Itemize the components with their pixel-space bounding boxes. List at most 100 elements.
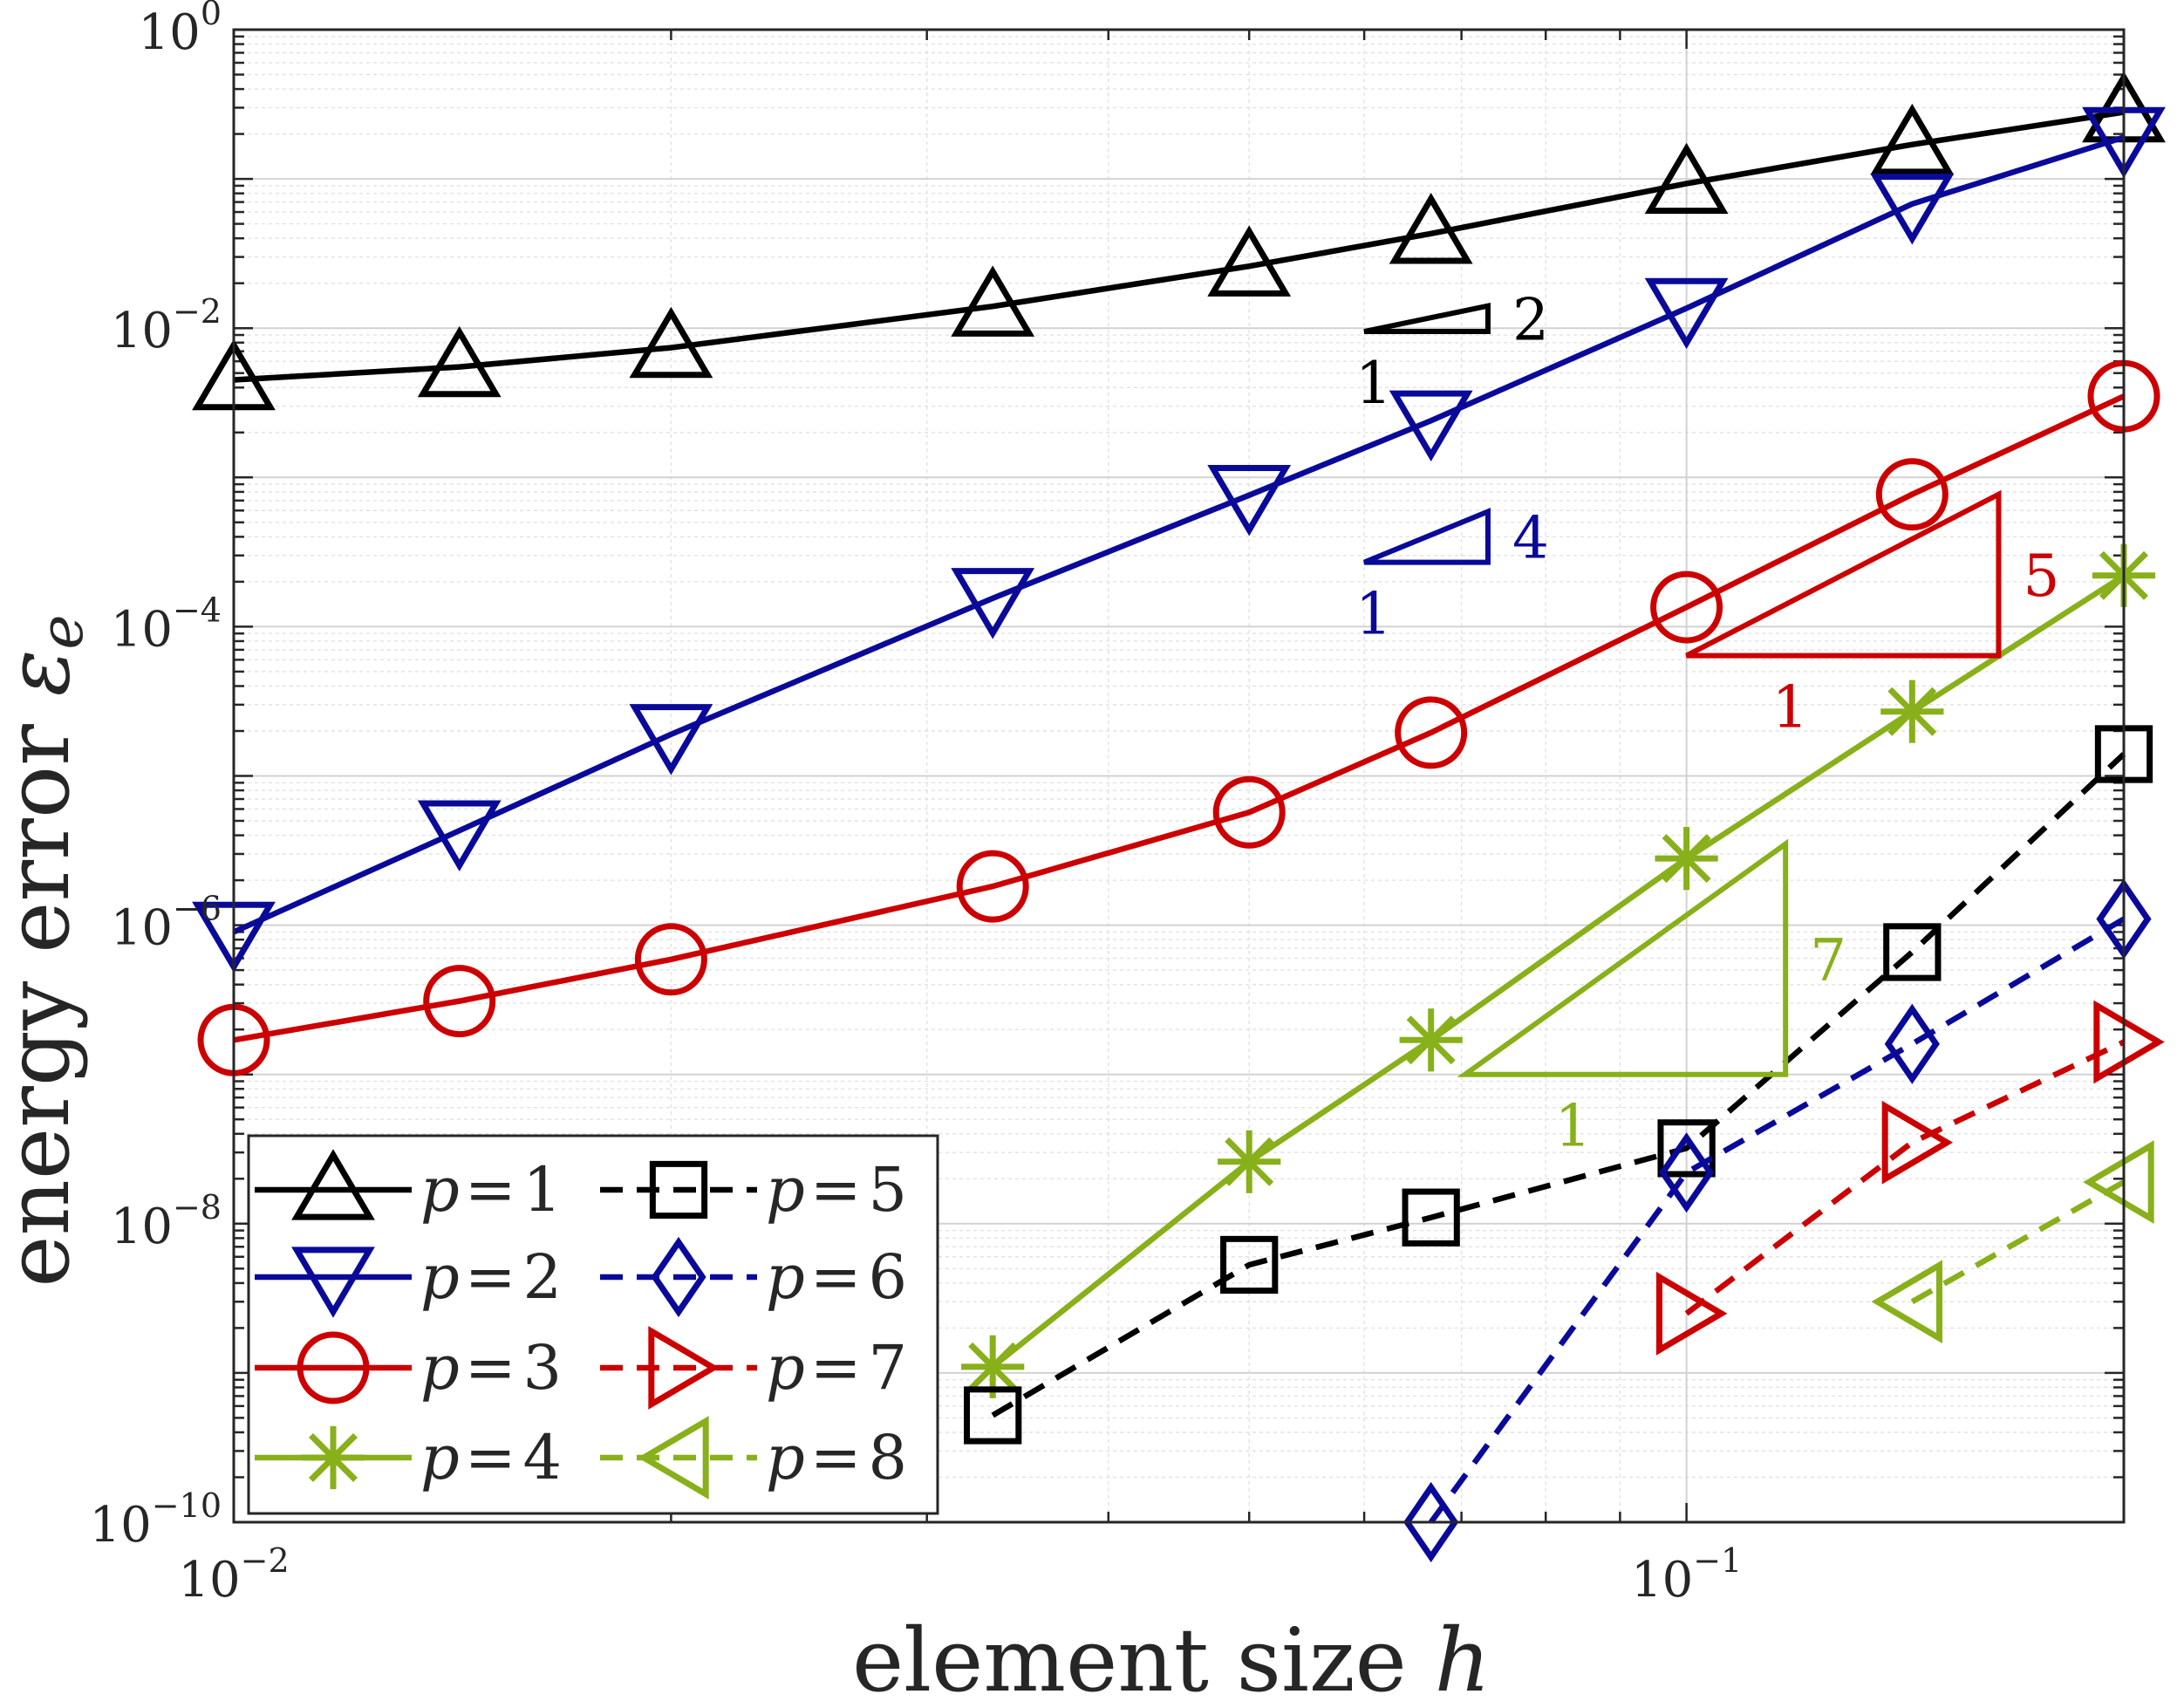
marker-stroke — [968, 1342, 1018, 1391]
legend-box — [247, 1134, 939, 1515]
y-tick-label: 10−2 — [111, 292, 222, 359]
y-tick-label: 10−10 — [90, 1486, 222, 1554]
slope-triangle-shape — [1362, 508, 1491, 565]
legend-var: p — [420, 1422, 460, 1493]
series-7 — [1655, 1000, 2165, 1356]
data-point-marker — [1871, 1260, 1942, 1344]
data-point-marker — [1658, 1132, 1715, 1213]
marker-stroke — [1406, 1015, 1456, 1065]
legend-label: p= 4 — [420, 1422, 562, 1493]
tick-exponent: 0 — [201, 0, 222, 32]
slope-run-label: 1 — [1772, 674, 1809, 741]
legend-var: p — [766, 1422, 805, 1493]
series-line — [1429, 916, 2126, 1524]
legend-eq: = — [465, 1241, 516, 1313]
data-point-marker — [1870, 103, 1955, 175]
legend-entry-7: p= 7 — [600, 1326, 907, 1410]
legend-num: 1 — [522, 1154, 562, 1226]
slope-triangle: 17 — [1457, 838, 1846, 1160]
data-point-marker — [1207, 465, 1292, 536]
legend-marker — [648, 1326, 720, 1410]
data-point-marker — [1655, 1271, 1728, 1356]
tick-exponent: −2 — [241, 1541, 290, 1580]
tick-base: 10 — [111, 900, 173, 957]
slope-rise-label: 2 — [1512, 286, 1549, 353]
legend-entry-6: p= 6 — [600, 1236, 907, 1318]
legend-num: 8 — [868, 1422, 907, 1493]
data-point-marker — [1880, 680, 1944, 743]
series-8 — [1871, 1140, 2154, 1344]
data-point-marker — [1395, 696, 1468, 769]
slope-run-label: 1 — [1355, 581, 1392, 648]
legend-label: p= 5 — [766, 1154, 907, 1226]
legend-marker — [651, 1236, 706, 1318]
legend-num: 7 — [868, 1332, 907, 1404]
tick-exponent: −8 — [173, 1188, 222, 1226]
legend-entry-1: p= 1 — [255, 1149, 562, 1226]
legend-entry-3: p= 3 — [255, 1331, 562, 1404]
slope-triangle: 14 — [1355, 505, 1549, 648]
data-point-marker — [1657, 1119, 1716, 1178]
data-point-marker — [1403, 1481, 1459, 1563]
data-point-marker — [1402, 1188, 1460, 1247]
data-point-marker — [1870, 174, 1955, 245]
legend-var: p — [420, 1332, 460, 1404]
legend-var: p — [766, 1241, 805, 1313]
data-point-marker — [417, 800, 502, 872]
slope-triangle-shape — [1457, 838, 1789, 1077]
data-point-marker — [1212, 775, 1286, 849]
tick-base: 10 — [111, 1199, 173, 1255]
y-axis-label: energy error εe — [0, 614, 97, 1287]
tick-base: 10 — [111, 303, 173, 359]
legend-marker — [638, 1416, 709, 1499]
tick-base: 10 — [111, 601, 173, 658]
data-point-marker — [1644, 277, 1729, 350]
data-point-marker — [1875, 458, 1949, 531]
tick-exponent: −10 — [152, 1486, 222, 1525]
data-point-marker — [951, 568, 1035, 639]
marker-stroke — [308, 1432, 358, 1483]
tick-base: 10 — [90, 1497, 152, 1554]
series-line — [232, 134, 2125, 935]
legend-marker — [291, 1149, 375, 1220]
slope-rise-label: 7 — [1810, 927, 1846, 994]
data-point-marker — [1218, 1130, 1281, 1193]
legend-marker — [301, 1425, 365, 1490]
data-point-marker — [1884, 1003, 1940, 1084]
legend-num: 4 — [522, 1422, 562, 1493]
tick-base: 10 — [139, 4, 201, 61]
data-point-marker — [951, 265, 1035, 337]
minor-grid — [234, 30, 2124, 1522]
data-point-marker — [629, 704, 713, 775]
tick-exponent: −4 — [173, 591, 222, 629]
series-line — [233, 393, 2126, 1043]
slope-triangle: 15 — [1685, 489, 2059, 741]
legend-label: p= 8 — [766, 1422, 907, 1493]
data-point-marker — [1389, 193, 1473, 264]
tick-marks — [232, 28, 2126, 1524]
legend-num: 3 — [522, 1332, 562, 1404]
data-point-marker — [2093, 1000, 2165, 1084]
tick-exponent: −1 — [1693, 1541, 1742, 1580]
series-line — [1684, 1039, 2126, 1316]
legend-label: p= 1 — [420, 1154, 562, 1226]
data-point-marker — [956, 850, 1029, 923]
y-tick-label: 10−8 — [111, 1188, 222, 1255]
slope-run-label: 1 — [1554, 1093, 1591, 1160]
x-axis-label: element size h — [852, 1609, 1491, 1701]
legend-var: p — [766, 1332, 805, 1404]
series-group — [192, 71, 2166, 1563]
legend-label: p= 3 — [420, 1332, 562, 1404]
marker-stroke — [1225, 1137, 1274, 1186]
legend-num: 2 — [522, 1241, 562, 1313]
legend-eq: = — [810, 1241, 862, 1313]
slope-triangle-shape — [1363, 302, 1491, 335]
legend-marker — [297, 1331, 370, 1404]
data-point-marker — [629, 306, 713, 379]
data-point-marker — [1655, 826, 1718, 891]
legend-num: 6 — [868, 1241, 907, 1313]
x-tick-label: 10−2 — [178, 1541, 289, 1609]
legend-eq: = — [810, 1332, 862, 1404]
